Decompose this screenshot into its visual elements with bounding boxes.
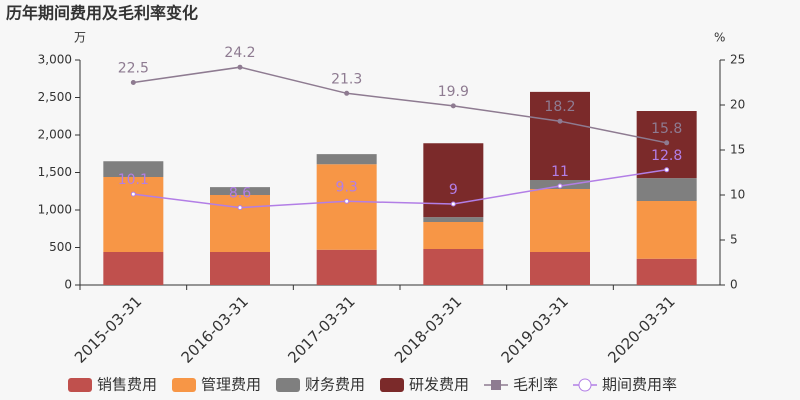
- data-label: 24.2: [224, 45, 255, 61]
- legend-swatch: [276, 378, 300, 392]
- line: [133, 169, 667, 209]
- bar: [316, 164, 377, 250]
- data-label: 9: [449, 182, 458, 198]
- bar: [423, 249, 484, 285]
- data-label: 18.2: [544, 99, 575, 115]
- data-label: 10.1: [118, 172, 149, 188]
- data-label: 21.3: [331, 71, 362, 87]
- y-unit: 万: [74, 31, 86, 45]
- point: [237, 64, 243, 70]
- bar: [210, 195, 270, 252]
- point: [130, 80, 136, 85]
- bar: [636, 178, 697, 201]
- bar: [210, 252, 270, 285]
- legend-swatch: [380, 378, 404, 392]
- bar: [636, 258, 697, 285]
- point: [557, 118, 563, 124]
- legend-label: 研发费用: [409, 376, 469, 394]
- legend-label: 销售费用: [97, 376, 157, 394]
- point: [450, 201, 456, 207]
- bar: [530, 189, 590, 252]
- bar: [103, 252, 164, 285]
- data-label: 12.8: [651, 148, 682, 164]
- point: [664, 140, 670, 146]
- point: [664, 167, 670, 173]
- y-tick-label: 0: [64, 278, 72, 292]
- line: [133, 66, 667, 144]
- point: [237, 205, 243, 211]
- y-tick-label: 1,000: [38, 203, 72, 217]
- y-tick-label: 2,500: [38, 90, 72, 104]
- legend-marker: [578, 378, 592, 392]
- legend-label: 毛利率: [513, 376, 558, 394]
- y-tick-label: 500: [49, 240, 72, 254]
- y2-tick-label: 20: [730, 98, 745, 112]
- point: [557, 183, 563, 189]
- y-tick-label: 1,500: [38, 165, 72, 179]
- data-label: 22.5: [118, 61, 149, 77]
- bar: [530, 91, 590, 180]
- data-label: 8.6: [229, 186, 251, 202]
- data-label: 9.3: [336, 179, 358, 195]
- legend-label: 期间费用率: [602, 376, 677, 394]
- bar: [210, 187, 270, 195]
- point: [130, 191, 136, 197]
- legend-label: 管理费用: [201, 376, 261, 394]
- legend-swatch: [68, 378, 92, 392]
- bar: [530, 252, 590, 285]
- data-label: 15.8: [651, 121, 682, 137]
- legend-label: 财务费用: [305, 376, 365, 394]
- y-tick-label: 3,000: [38, 53, 72, 67]
- y2-unit: %: [714, 31, 725, 45]
- point: [450, 103, 456, 109]
- y2-tick-label: 15: [730, 143, 745, 157]
- bar: [423, 222, 484, 249]
- bar: [423, 217, 484, 222]
- y2-tick-label: 25: [730, 53, 745, 67]
- legend-marker: [491, 380, 501, 390]
- y2-tick-label: 5: [730, 233, 738, 247]
- chart-title: 历年期间费用及毛利率变化: [6, 4, 198, 23]
- bar: [103, 161, 164, 177]
- legend-swatch: [172, 378, 196, 392]
- y2-tick-label: 10: [730, 188, 745, 202]
- bar: [636, 201, 697, 259]
- bar: [103, 177, 164, 252]
- point: [344, 90, 350, 96]
- y-tick-label: 2,000: [38, 128, 72, 142]
- bar: [316, 154, 377, 165]
- bar: [316, 249, 377, 285]
- point: [344, 198, 350, 204]
- data-label: 11: [551, 164, 569, 180]
- y2-tick-label: 0: [730, 278, 738, 292]
- data-label: 19.9: [438, 84, 469, 100]
